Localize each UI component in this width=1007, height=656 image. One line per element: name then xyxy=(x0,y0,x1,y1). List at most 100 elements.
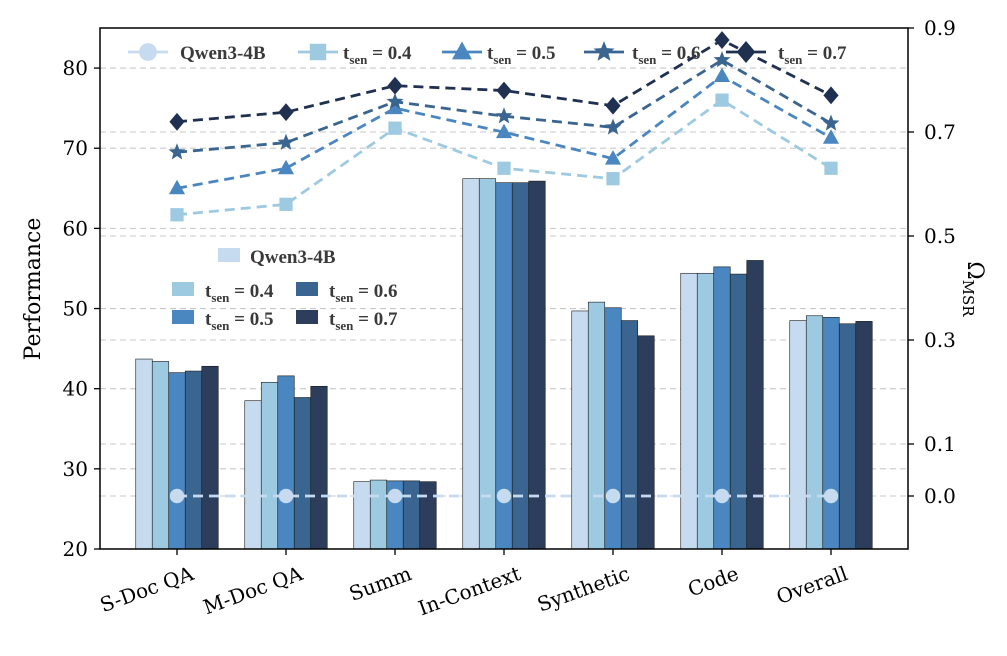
legend-top-marker-t04 xyxy=(309,43,327,61)
legend-top-marker-t06 xyxy=(593,40,615,61)
bar-t07-1 xyxy=(310,385,328,550)
bar-t07-5 xyxy=(746,260,764,550)
legend-top-label-t06: tsen = 0.6 xyxy=(632,43,700,67)
marker-t06-4 xyxy=(604,118,622,135)
marker-t07-2 xyxy=(387,76,403,95)
bar-t05-1 xyxy=(277,375,295,550)
xtick-label-2: Summ xyxy=(346,561,415,606)
legend-top-label-t07-tail: = 0.7 xyxy=(802,43,847,64)
bar-t06-0 xyxy=(184,370,203,550)
ytick-label-right-0: 0.9 xyxy=(924,16,956,40)
bar-t05-6 xyxy=(822,317,840,550)
bar-t07-2 xyxy=(419,481,437,550)
marker-t06-0 xyxy=(168,143,186,160)
ytick-label-right-2: 0.5 xyxy=(924,224,956,248)
bar-t06-2 xyxy=(402,480,421,550)
legend-top-label-t06-main: t xyxy=(632,43,639,64)
marker-t07-3 xyxy=(496,81,512,100)
xtick-label-5: Code xyxy=(685,561,742,601)
bar-layer xyxy=(135,178,873,550)
bar-qwen-4 xyxy=(571,310,589,550)
bar-t04-3 xyxy=(478,178,497,550)
bar-t04-0 xyxy=(151,361,170,550)
legend-inner-patch-t04 xyxy=(172,282,194,296)
legend-inner-label-t06: tsen = 0.6 xyxy=(329,281,397,305)
bar-t06-1 xyxy=(293,397,312,550)
legend-top-label-t07-sub: sen xyxy=(784,52,803,67)
legend-inner-patch-qwen xyxy=(218,248,240,262)
legend-top-label-t04-main: t xyxy=(343,43,350,64)
bar-t04-5 xyxy=(696,272,715,550)
xtick-label-1: M-Doc QA xyxy=(200,561,306,619)
bar-qwen-2 xyxy=(353,481,371,550)
bar-t06-6 xyxy=(838,323,857,550)
marker-t04-4 xyxy=(606,172,620,186)
legend-inner-label-t04: tsen = 0.4 xyxy=(205,281,274,305)
legend-layer: Qwen3-4B tsen = 0.4 tsen = 0.5 tsen = 0.6 ts… xyxy=(128,40,847,333)
ytick-label-left-70: 70 xyxy=(63,136,88,160)
legend-inner-label-t04-tail: = 0.4 xyxy=(229,281,274,302)
marker-t06-3 xyxy=(495,107,513,124)
legend-top-label-t05-main: t xyxy=(487,43,494,64)
legend-inner-label-t05-sub: sen xyxy=(211,318,230,333)
marker-t05-4 xyxy=(604,150,622,165)
bar-qwen-0 xyxy=(135,358,153,550)
legend-inner-label-t05-tail: = 0.5 xyxy=(229,309,273,330)
legend-inner-label-qwen: Qwen3-4B xyxy=(250,247,336,268)
ytick-label-left-40: 40 xyxy=(63,377,88,401)
bar-t04-2 xyxy=(369,479,388,550)
line-layer xyxy=(168,31,840,504)
axis-layer: 20 30 40 50 60 70 80 0.9 0.7 0.5 0.3 0.1 0.0 S-Doc QA… xyxy=(21,16,987,620)
y2-axis-title-main: Ω xyxy=(962,261,987,279)
legend-top-label-t07: tsen = 0.7 xyxy=(778,43,847,67)
legend-top-label-t07-main: t xyxy=(778,43,785,64)
marker-t06-5 xyxy=(713,51,731,68)
marker-t07-0 xyxy=(169,112,185,131)
legend-top-label-t05: tsen = 0.5 xyxy=(487,43,555,67)
marker-t07-6 xyxy=(823,86,839,105)
bar-qwen-3 xyxy=(462,178,480,550)
bar-t06-4 xyxy=(620,320,639,550)
bar-t07-3 xyxy=(528,180,546,550)
xtick-label-0: S-Doc QA xyxy=(97,561,198,617)
legend-inner-label-t06-main: t xyxy=(329,281,336,302)
bar-qwen-1 xyxy=(244,400,262,550)
marker-t05-6 xyxy=(822,129,840,144)
bar-t07-0 xyxy=(201,365,219,550)
marker-qwen-4 xyxy=(605,488,621,504)
xtick-label-6: Overall xyxy=(773,561,851,609)
marker-qwen-3 xyxy=(496,488,512,504)
ytick-label-right-4: 0.1 xyxy=(924,432,956,456)
xtick-label-3: In-Context xyxy=(415,561,524,620)
marker-t05-1 xyxy=(277,159,295,175)
legend-inner-label-t04-main: t xyxy=(205,281,212,302)
ytick-label-left-60: 60 xyxy=(63,216,88,240)
legend-top-label-t04: tsen = 0.4 xyxy=(343,43,412,67)
legend-top-label-t05-tail: = 0.5 xyxy=(511,43,555,64)
legend-inner-label-qwen-main: Qwen3-4B xyxy=(250,247,336,268)
ytick-label-left-80: 80 xyxy=(63,56,88,80)
marker-t04-2 xyxy=(388,121,402,135)
legend-inner-label-t06-tail: = 0.6 xyxy=(353,281,397,302)
marker-t07-5 xyxy=(714,31,730,49)
ytick-label-right-3: 0.3 xyxy=(924,328,956,352)
y2-axis-title: ΩMSR xyxy=(959,261,987,317)
bar-t06-5 xyxy=(729,273,748,550)
marker-t04-5 xyxy=(715,93,729,107)
marker-t07-4 xyxy=(605,96,621,115)
legend-inner-label-t07: tsen = 0.7 xyxy=(329,309,398,333)
marker-t04-0 xyxy=(170,208,184,222)
bar-t05-0 xyxy=(168,372,186,550)
legend-top-label-t04-tail: = 0.4 xyxy=(367,43,412,64)
marker-t05-5 xyxy=(713,67,731,83)
marker-qwen-5 xyxy=(714,488,730,504)
legend-top-marker-qwen xyxy=(139,43,157,61)
legend-top-label-t05-sub: sen xyxy=(493,52,512,67)
bar-t04-4 xyxy=(587,301,606,550)
legend-inner-label-t07-main: t xyxy=(329,309,336,330)
marker-t04-3 xyxy=(497,161,511,175)
ytick-label-right-1: 0.7 xyxy=(924,120,956,144)
marker-t05-2 xyxy=(386,99,404,115)
legend-inner-patch-t06 xyxy=(296,282,318,296)
